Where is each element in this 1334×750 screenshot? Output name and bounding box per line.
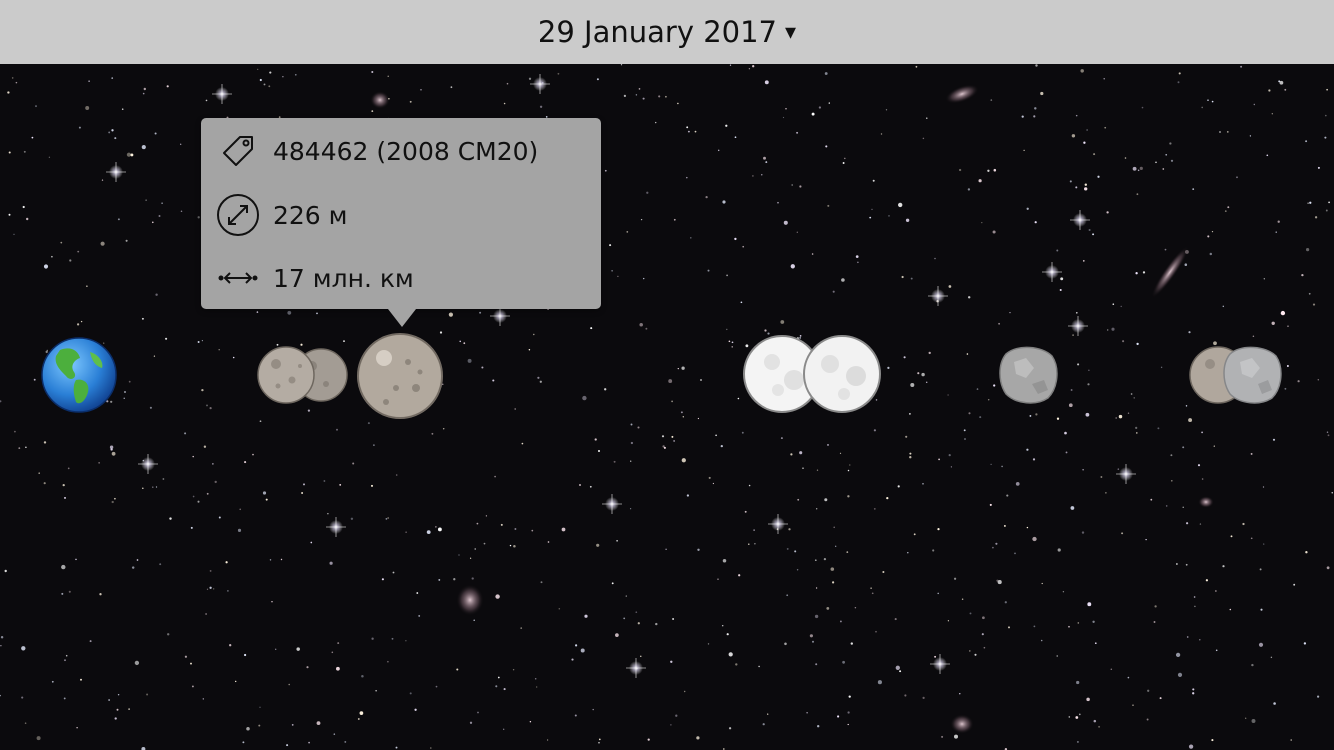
object-info-popup: 484462 (2008 CM20) 226 м 17 млн. км	[201, 118, 601, 327]
popup-pointer	[388, 309, 416, 327]
tag-icon	[215, 129, 261, 173]
info-row-distance: 17 млн. км	[215, 256, 414, 300]
date-label: 29 January 2017	[537, 15, 778, 49]
moon-icon[interactable]	[802, 334, 882, 414]
asteroid-icon[interactable]	[256, 346, 316, 404]
object-name: 484462 (2008 CM20)	[273, 136, 539, 166]
chevron-down-icon: ▾	[785, 20, 797, 45]
info-row-name: 484462 (2008 CM20)	[215, 129, 538, 173]
object-distance: 17 млн. км	[273, 263, 414, 293]
diameter-icon	[215, 193, 261, 237]
rock-icon[interactable]	[996, 344, 1060, 406]
rock-icon[interactable]	[1220, 344, 1284, 406]
earth-icon[interactable]	[40, 336, 118, 414]
distance-icon	[215, 256, 261, 300]
asteroid-icon-selected[interactable]	[356, 332, 444, 420]
top-bar: 29 January 2017 ▾	[0, 0, 1334, 64]
info-row-diameter: 226 м	[215, 193, 348, 237]
starfield-background	[0, 64, 1334, 750]
stars-layer	[0, 64, 1333, 750]
date-picker-button[interactable]: 29 January 2017 ▾	[538, 15, 796, 49]
object-diameter: 226 м	[273, 200, 348, 230]
